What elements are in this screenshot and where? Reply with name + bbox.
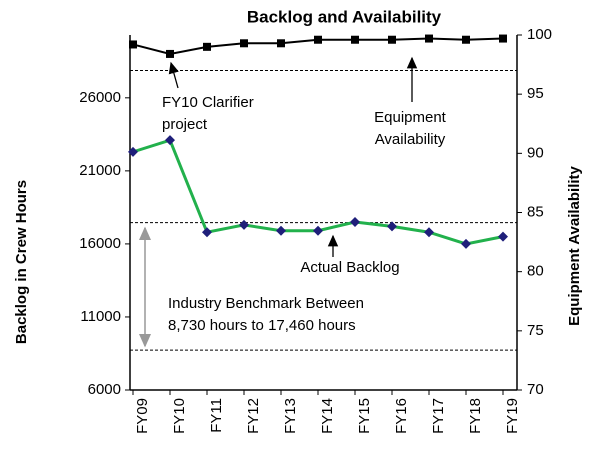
y2-tick-label: 75: [527, 322, 544, 339]
x-tick-label: FY10: [171, 398, 188, 434]
x-tick-label: FY14: [319, 398, 336, 434]
x-tick-label: FY13: [282, 398, 299, 434]
marker: [461, 238, 471, 249]
x-tick-label: FY15: [356, 398, 373, 434]
y2-tick-label: 70: [527, 381, 544, 398]
x-tick-label: FY12: [245, 398, 262, 434]
annotation: Availability: [375, 131, 446, 148]
chart-title: Backlog and Availability: [247, 7, 442, 26]
y2-tick-label: 85: [527, 203, 544, 220]
annotation: project: [162, 116, 208, 133]
x-tick-label: FY16: [393, 398, 410, 434]
marker: [425, 34, 433, 43]
arrow: [168, 61, 179, 89]
y-axis-title: Backlog in Crew Hours: [13, 180, 30, 344]
annotation: Actual Backlog: [300, 259, 399, 276]
annotation: Industry Benchmark Between: [168, 295, 364, 312]
y-tick-label: 21000: [79, 162, 121, 179]
x-tick-label: FY19: [504, 398, 521, 434]
marker: [350, 216, 360, 227]
y-tick-label: 16000: [79, 235, 121, 252]
x-tick-label: FY18: [467, 398, 484, 434]
marker: [240, 39, 248, 48]
y2-tick-label: 80: [527, 263, 544, 280]
marker: [203, 42, 211, 51]
marker: [498, 231, 508, 242]
marker: [387, 221, 397, 232]
marker: [277, 39, 285, 48]
y-tick-label: 26000: [79, 89, 121, 106]
x-tick-label: FY17: [430, 398, 447, 434]
marker: [166, 49, 174, 58]
y2-tick-label: 100: [527, 26, 552, 43]
annotation: Equipment: [374, 109, 447, 126]
marker: [462, 35, 470, 44]
marker: [424, 227, 434, 238]
marker: [276, 225, 286, 236]
marker: [129, 40, 137, 49]
y-tick-label: 11000: [80, 308, 121, 325]
marker: [239, 219, 249, 230]
marker: [388, 35, 396, 44]
x-tick-label: FY11: [208, 398, 225, 433]
annotation: FY10 Clarifier: [162, 94, 254, 111]
marker: [351, 35, 359, 44]
annotation: 8,730 hours to 17,460 hours: [168, 317, 356, 334]
y2-tick-label: 90: [527, 144, 544, 161]
marker: [313, 225, 323, 236]
y2-axis-title: Equipment Availability: [566, 165, 583, 325]
y-tick-label: 6000: [88, 381, 121, 398]
y2-tick-label: 95: [527, 85, 544, 102]
x-tick-label: FY09: [134, 398, 151, 434]
marker: [165, 135, 175, 146]
marker: [314, 35, 322, 44]
marker: [499, 34, 507, 43]
marker: [202, 227, 212, 238]
marker: [128, 146, 138, 157]
